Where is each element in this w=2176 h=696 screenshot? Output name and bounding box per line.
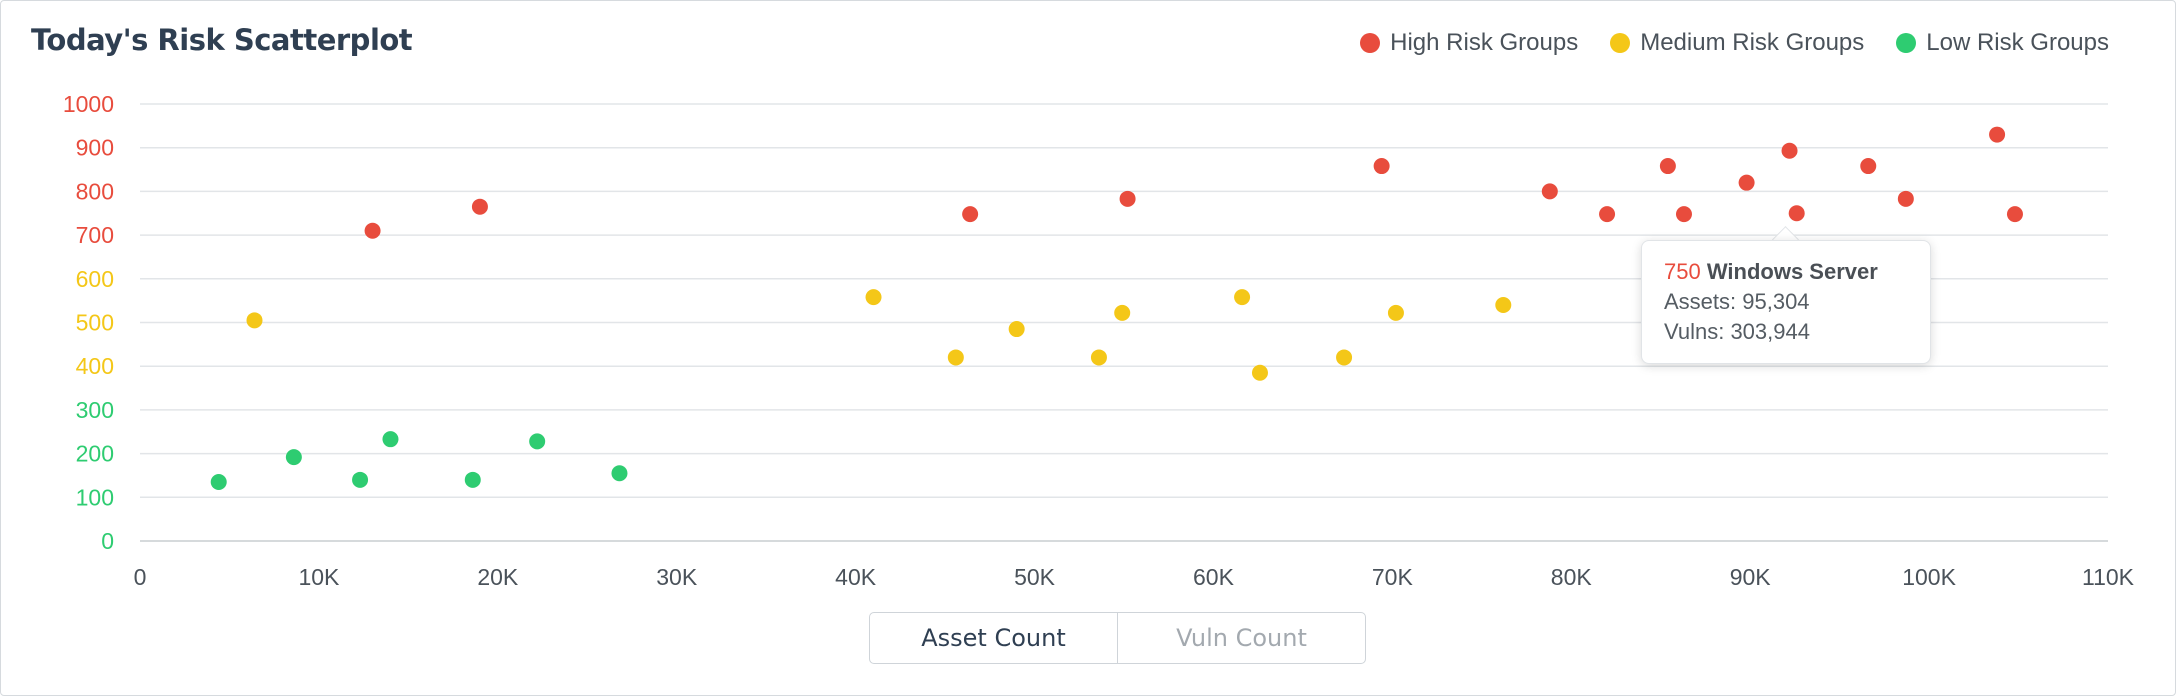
data-point[interactable] (611, 465, 628, 482)
data-point[interactable] (1008, 321, 1025, 338)
legend-item-high[interactable]: High Risk Groups (1360, 29, 1578, 57)
data-point[interactable] (464, 471, 481, 488)
vuln-count-button[interactable]: Vuln Count (1117, 613, 1365, 663)
legend-item-low[interactable]: Low Risk Groups (1896, 29, 2109, 57)
data-point[interactable] (2006, 206, 2023, 223)
data-point[interactable] (364, 222, 381, 239)
chart-title: Today's Risk Scatterplot (31, 23, 413, 57)
tooltip-assets: Assets: 95,304 (1664, 289, 1810, 314)
data-point[interactable] (962, 206, 979, 223)
legend-dot-medium (1610, 33, 1631, 53)
data-point[interactable] (1495, 297, 1512, 314)
data-point[interactable] (529, 433, 546, 450)
metric-toggle: Asset Count Vuln Count (869, 612, 1366, 664)
legend-dot-high (1360, 33, 1381, 53)
data-point[interactable] (1781, 142, 1798, 159)
data-point[interactable] (1336, 349, 1353, 366)
y-tick-label: 500 (76, 310, 114, 336)
data-point[interactable] (382, 431, 399, 448)
data-point[interactable] (1599, 206, 1616, 223)
data-point[interactable] (1251, 364, 1268, 381)
y-tick-label: 100 (76, 484, 114, 510)
x-tick-label: 90K (1730, 564, 1772, 590)
legend-dot-low (1896, 33, 1917, 53)
data-point[interactable] (1090, 349, 1107, 366)
y-tick-label: 800 (76, 178, 114, 204)
y-tick-label: 1000 (63, 91, 114, 117)
chart-legend: High Risk Groups Medium Risk Groups Low … (1328, 29, 2109, 57)
x-tick-label: 60K (1193, 564, 1235, 590)
data-point[interactable] (1788, 205, 1805, 222)
tooltip-vulns: Vulns: 303,944 (1664, 319, 1810, 344)
data-point[interactable] (1860, 158, 1877, 175)
data-point[interactable] (1738, 174, 1755, 191)
data-point[interactable] (1989, 126, 2006, 143)
data-point[interactable] (1114, 304, 1131, 321)
y-tick-label: 700 (76, 222, 114, 248)
tooltip-group-name: Windows Server (1706, 259, 1878, 284)
x-tick-label: 0 (134, 564, 147, 590)
y-tick-label: 200 (76, 441, 114, 467)
x-tick-label: 100K (1902, 564, 1956, 590)
data-point[interactable] (947, 349, 964, 366)
legend-label-medium: Medium Risk Groups (1640, 29, 1865, 56)
y-tick-label: 400 (76, 353, 114, 379)
legend-label-low: Low Risk Groups (1926, 29, 2109, 56)
data-point[interactable] (1119, 190, 1136, 207)
data-point[interactable] (210, 474, 227, 491)
x-tick-label: 80K (1551, 564, 1593, 590)
x-tick-label: 50K (1014, 564, 1056, 590)
data-point[interactable] (865, 289, 882, 306)
data-point[interactable] (1234, 289, 1251, 306)
legend-label-high: High Risk Groups (1390, 29, 1579, 56)
tooltip-title: 750 Windows Server (1664, 257, 1908, 287)
legend-item-medium[interactable]: Medium Risk Groups (1610, 29, 1864, 57)
data-point[interactable] (1387, 304, 1404, 321)
tooltip-risk-value: 750 (1664, 259, 1701, 284)
data-point[interactable] (1675, 206, 1692, 223)
y-tick-label: 0 (101, 528, 114, 554)
x-tick-label: 30K (656, 564, 698, 590)
data-point[interactable] (1659, 158, 1676, 175)
data-point[interactable] (1541, 183, 1558, 200)
point-tooltip: 750 Windows Server Assets: 95,304 Vulns:… (1641, 240, 1931, 364)
data-point[interactable] (471, 198, 488, 215)
x-tick-label: 40K (835, 564, 877, 590)
x-tick-label: 110K (2082, 564, 2135, 590)
data-point[interactable] (246, 312, 263, 329)
y-tick-label: 900 (76, 135, 114, 161)
x-tick-label: 70K (1372, 564, 1414, 590)
y-tick-label: 600 (76, 266, 114, 292)
data-point[interactable] (1897, 190, 1914, 207)
data-point[interactable] (352, 471, 369, 488)
x-tick-label: 10K (298, 564, 340, 590)
asset-count-button[interactable]: Asset Count (921, 624, 1066, 652)
x-tick-label: 20K (477, 564, 519, 590)
y-tick-label: 300 (76, 397, 114, 423)
data-point[interactable] (1373, 158, 1390, 175)
data-point[interactable] (285, 449, 302, 466)
